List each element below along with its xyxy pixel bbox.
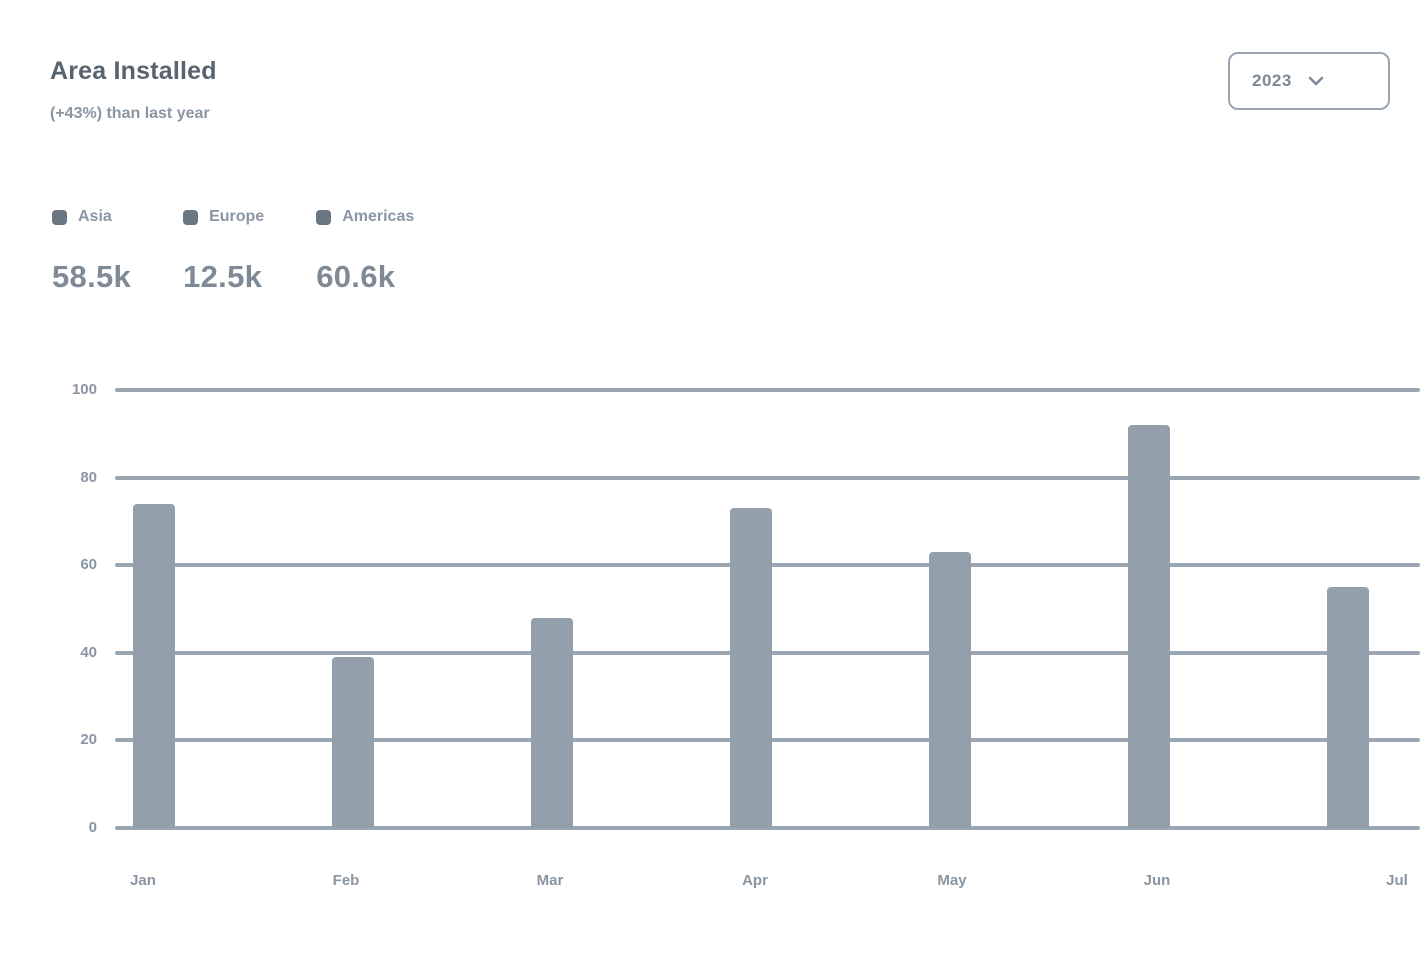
legend-total: 12.5k [183, 259, 263, 294]
chart-title: Area Installed [50, 57, 217, 85]
bar-jul[interactable] [1327, 587, 1369, 828]
card-header: Area Installed (+43%) than last year 202… [50, 52, 1390, 126]
bar-chart: 0 20 40 60 80 100 Jan Feb Mar Apr May Jun Jul [0, 370, 1424, 930]
legend-item-europe[interactable]: Europe 12.5k [183, 205, 264, 297]
x-axis-label: Jun [1143, 872, 1171, 889]
bar-jun[interactable] [1128, 425, 1170, 828]
x-axis-label: Jul [1386, 872, 1408, 889]
legend-label: Asia [78, 208, 112, 225]
y-axis-label: 100 [71, 381, 97, 398]
year-select-value: 2023 [1252, 71, 1292, 90]
x-axis-label: Jan [130, 872, 156, 889]
year-select-button[interactable]: 2023 [1228, 52, 1390, 110]
legend-label-row: Asia [52, 205, 131, 229]
x-axis-label: Feb [332, 872, 360, 889]
legend-dot-icon [183, 209, 199, 225]
legend-label: Europe [209, 208, 265, 225]
y-axis-label: 80 [80, 468, 97, 486]
legend-label-row: Americas [316, 205, 414, 229]
legend-dot-icon [52, 209, 67, 225]
legend-label: Americas [342, 208, 415, 225]
x-axis-label: Apr [742, 872, 768, 889]
gridline [115, 388, 1420, 392]
y-axis-label: 20 [80, 731, 97, 749]
legend-total: 58.5k [52, 259, 132, 294]
bar-apr[interactable] [730, 508, 772, 828]
y-axis-label: 60 [80, 556, 97, 574]
chart-subtitle: (+43%) than last year [50, 105, 210, 122]
x-axis-label: May [937, 872, 967, 889]
chart-legend: Asia 58.5k Europe 12.5k Americas 60.6k [52, 205, 414, 297]
legend-dot-icon [316, 209, 332, 225]
y-axis-label: 40 [80, 643, 97, 661]
legend-label-row: Europe [183, 205, 264, 229]
chevron-down-icon [1308, 76, 1324, 86]
y-axis-label: 0 [88, 819, 97, 836]
gridline [115, 475, 1420, 480]
legend-item-americas[interactable]: Americas 60.6k [316, 205, 414, 297]
bar-mar[interactable] [531, 617, 573, 828]
x-axis-label: Mar [536, 872, 564, 889]
gridline [115, 826, 1420, 830]
bar-may[interactable] [929, 552, 971, 828]
bar-jan[interactable] [133, 503, 175, 828]
legend-item-asia[interactable]: Asia 58.5k [52, 205, 131, 297]
bar-feb[interactable] [332, 657, 374, 828]
legend-total: 60.6k [316, 259, 396, 294]
card-titles: Area Installed (+43%) than last year [50, 52, 217, 126]
